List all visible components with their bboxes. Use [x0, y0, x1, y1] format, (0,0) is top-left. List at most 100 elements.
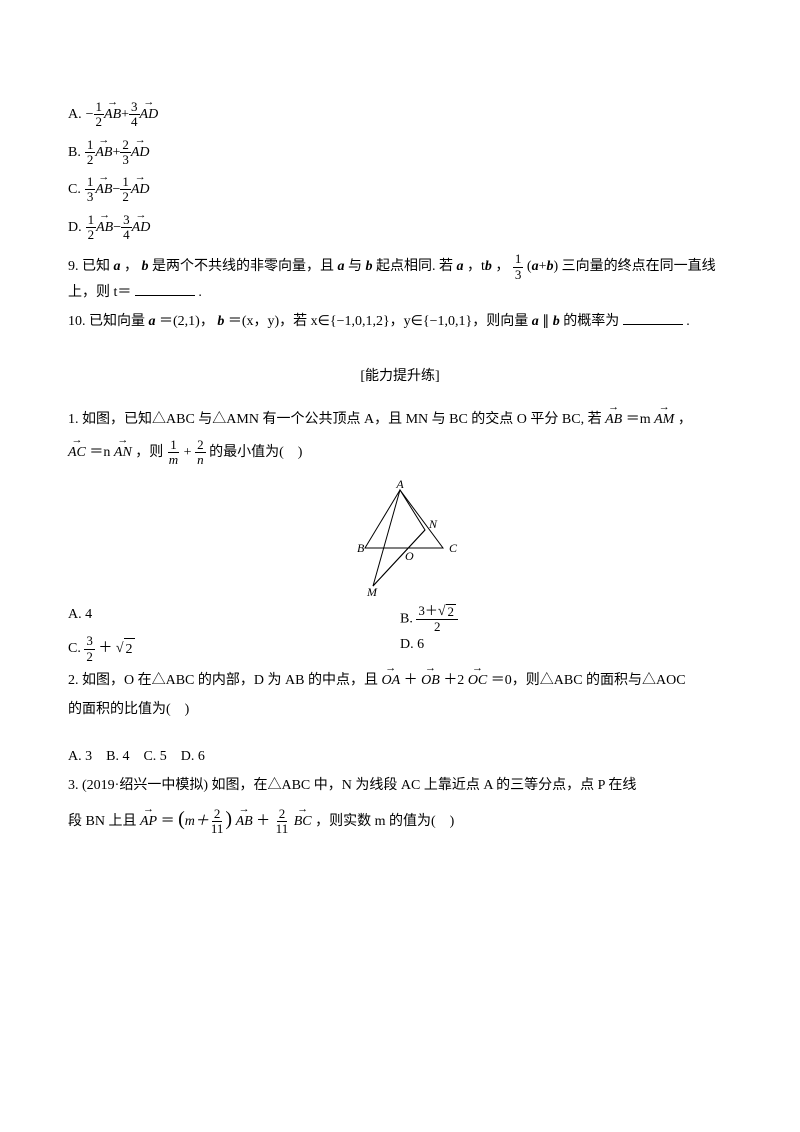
- aq2: 2. 如图，O 在△ABC 的内部，D 为 AB 的中点，且 OA ＋ OB ＋…: [68, 670, 732, 691]
- var-a: a: [532, 259, 539, 274]
- var-b: b: [217, 314, 224, 329]
- text: 1. 如图，已知△ABC 与△AMN 有一个公共顶点 A，且 MN 与 BC 的…: [68, 412, 602, 427]
- text: B.: [400, 611, 416, 626]
- op: −: [113, 217, 121, 238]
- aq3: 3. (2019·绍兴一中模拟) 如图，在△ABC 中，N 为线段 AC 上靠近…: [68, 775, 732, 796]
- vec-ad: AD: [131, 179, 150, 200]
- op: −: [112, 179, 120, 200]
- text: 是两个不共线的非零向量，且: [152, 259, 338, 274]
- aq2-line2: 的面积的比值为( ): [68, 699, 732, 720]
- optB: B. 3＋√2 2: [400, 604, 732, 635]
- frac1: 12: [94, 100, 105, 130]
- text: ＝n: [89, 445, 110, 460]
- frac1: 211: [209, 807, 226, 837]
- text: 起点相同. 若: [376, 259, 457, 274]
- frac: 3＋√2 2: [416, 604, 458, 635]
- q8-option-a: A. − 12 AB + 34 AD: [68, 100, 732, 130]
- text: ＋2: [443, 673, 464, 688]
- frac2: 23: [120, 138, 131, 168]
- text: ＝m: [626, 412, 651, 427]
- frac1: 12: [85, 138, 96, 168]
- optA: A. 4: [68, 604, 400, 635]
- vec-ab: AB: [236, 811, 253, 832]
- q8-option-d: D. 12 AB − 34 AD: [68, 213, 732, 243]
- frac2: 34: [129, 100, 140, 130]
- text: ，: [495, 259, 509, 274]
- optD: D. 6: [400, 634, 732, 664]
- text: 9. 已知: [68, 259, 114, 274]
- text: ＋: [98, 641, 112, 656]
- label: A.: [68, 104, 82, 125]
- vec-ab: AB: [605, 409, 622, 430]
- sqrt: √2: [116, 638, 135, 660]
- blank: [135, 284, 195, 296]
- svg-text:M: M: [366, 585, 378, 598]
- text: ＋: [256, 814, 270, 829]
- text: .: [198, 285, 202, 300]
- aq3-line2: 段 BN 上且 AP ＝ (m＋211) AB ＋ 211 BC ，则实数 m …: [68, 804, 732, 837]
- vec-an: AN: [114, 442, 132, 463]
- text: ＋: [404, 673, 418, 688]
- vec-am: AM: [654, 409, 674, 430]
- text: ，: [124, 259, 138, 274]
- text: ，则实数 m 的值为( ): [315, 814, 454, 829]
- text: 的最小值为( ): [209, 445, 302, 460]
- frac2: 2n: [195, 438, 206, 468]
- text: ＝(x，y)，若 x∈{−1,0,1,2}，y∈{−1,0,1}，则向量: [228, 314, 532, 329]
- frac: 32: [84, 634, 95, 664]
- vec-ad: AD: [131, 142, 150, 163]
- text: 2. 如图，O 在△ABC 的内部，D 为 AB 的中点，且: [68, 673, 378, 688]
- op: +: [121, 104, 129, 125]
- text: 与: [348, 259, 366, 274]
- frac2: 12: [120, 175, 131, 205]
- vec-ab: AB: [96, 217, 113, 238]
- text: 段 BN 上且: [68, 814, 136, 829]
- frac: 13: [513, 252, 524, 282]
- var-a: a: [457, 259, 464, 274]
- aq1: 1. 如图，已知△ABC 与△AMN 有一个公共顶点 A，且 MN 与 BC 的…: [68, 409, 732, 430]
- frac2: 34: [121, 213, 132, 243]
- var-a: a: [338, 259, 345, 274]
- aq1-line2: AC ＝n AN ，则 1m + 2n 的最小值为( ): [68, 438, 732, 468]
- frac1: 13: [85, 175, 96, 205]
- text: ＝0，则△ABC 的面积与△AOC: [491, 673, 686, 688]
- section-title: [能力提升练]: [68, 366, 732, 387]
- op: +: [112, 142, 120, 163]
- aq1-opts-row1: A. 4 B. 3＋√2 2: [68, 604, 732, 635]
- text: ): [553, 259, 558, 274]
- label: D.: [68, 217, 82, 238]
- svg-text:N: N: [428, 517, 438, 531]
- text: 的概率为: [563, 314, 619, 329]
- q8-option-b: B. 12 AB + 23 AD: [68, 138, 732, 168]
- blank: [623, 313, 683, 325]
- text: .: [686, 314, 690, 329]
- vec-ob: OB: [421, 670, 440, 691]
- text: ＝(2,1)，: [159, 314, 214, 329]
- vec-ad: AD: [132, 217, 151, 238]
- q10: 10. 已知向量 a ＝(2,1)， b ＝(x，y)，若 x∈{−1,0,1,…: [68, 311, 732, 332]
- var-b: b: [485, 259, 492, 274]
- vec-ab: AB: [95, 142, 112, 163]
- svg-text:O: O: [405, 549, 414, 563]
- rparen: ): [225, 808, 232, 830]
- svg-text:C: C: [449, 541, 458, 555]
- text: ，则: [135, 445, 163, 460]
- var-b: b: [142, 259, 149, 274]
- text: ，: [678, 412, 692, 427]
- frac2: 211: [274, 807, 291, 837]
- svg-text:A: A: [395, 478, 404, 491]
- vec-oc: OC: [468, 670, 487, 691]
- svg-text:B: B: [357, 541, 365, 555]
- label: C.: [68, 179, 81, 200]
- vec-ac: AC: [68, 442, 86, 463]
- triangle-diagram: A B C N M O: [325, 478, 475, 598]
- var-b: b: [366, 259, 373, 274]
- aq2-opts: A. 3 B. 4 C. 5 D. 6: [68, 746, 732, 767]
- vec-oa: OA: [381, 670, 400, 691]
- lparen: (: [178, 808, 185, 830]
- frac1: 12: [86, 213, 97, 243]
- text: ，t: [467, 259, 485, 274]
- text: +: [184, 445, 192, 460]
- optC: C. 32 ＋ √2: [68, 634, 400, 664]
- vec-bc: BC: [294, 811, 312, 832]
